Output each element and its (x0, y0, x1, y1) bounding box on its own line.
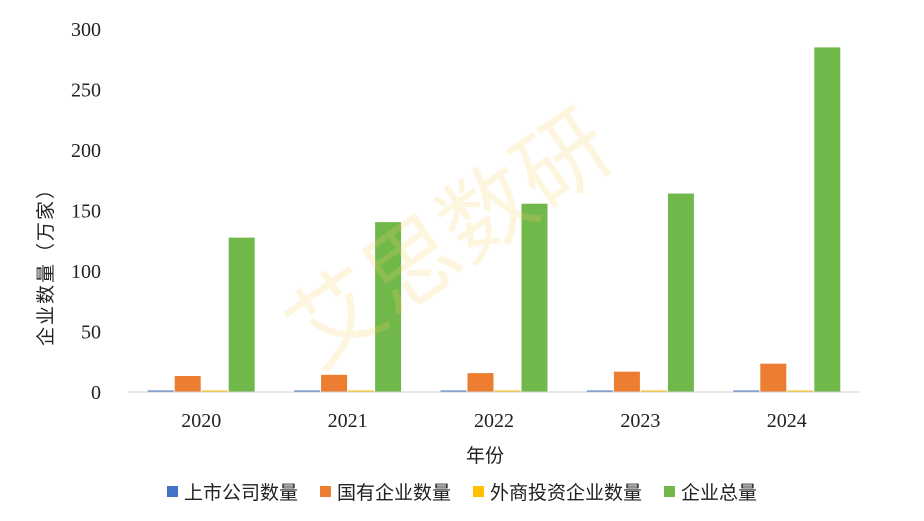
y-tick-label: 250 (71, 80, 101, 102)
bar-2-2023 (613, 371, 640, 392)
bar-1-2020 (147, 390, 174, 392)
y-tick-label: 100 (71, 261, 101, 283)
bar-2-2021 (321, 374, 348, 392)
x-tick-label: 2020 (181, 410, 221, 432)
legend-swatch-4 (664, 486, 676, 497)
bar-4-2023 (667, 193, 694, 392)
y-tick-label: 0 (91, 382, 101, 404)
bar-3-2023 (640, 390, 667, 392)
y-axis-title: 企业数量（万家） (35, 178, 57, 346)
legend-swatch-2 (319, 486, 331, 497)
bar-4-2022 (521, 203, 548, 392)
legend-swatch-1 (166, 486, 178, 497)
y-tick-label: 150 (71, 201, 101, 223)
bar-1-2021 (294, 390, 321, 392)
y-tick-label: 300 (71, 19, 101, 41)
bars-group (147, 47, 841, 392)
x-tick-labels: 2020 2021 2022 2023 2024 (181, 410, 807, 432)
y-tick-label: 50 (81, 322, 101, 344)
y-tick-labels: 0 50 100 150 200 250 300 (71, 19, 101, 404)
legend-label-1: 上市公司数量 (184, 482, 298, 504)
bar-3-2021 (348, 390, 375, 392)
legend-label-3: 外商投资企业数量 (490, 482, 642, 504)
legend-label-2: 国有企业数量 (337, 482, 451, 504)
legend: 上市公司数量 国有企业数量 外商投资企业数量 企业总量 (166, 482, 757, 504)
bar-1-2023 (586, 390, 613, 392)
y-tick-label: 200 (71, 140, 101, 162)
bar-2-2020 (174, 376, 201, 392)
bar-1-2022 (440, 390, 467, 392)
bar-4-2024 (814, 47, 841, 392)
x-axis-title: 年份 (466, 445, 504, 467)
x-tick-label: 2023 (620, 410, 660, 432)
x-tick-label: 2024 (767, 410, 807, 432)
bar-4-2021 (375, 222, 402, 392)
legend-label-4: 企业总量 (681, 482, 757, 504)
bar-3-2024 (787, 390, 814, 392)
bar-3-2022 (494, 390, 521, 392)
bar-2-2024 (760, 363, 787, 392)
legend-swatch-3 (473, 486, 484, 497)
watermark: 艾思数研 (269, 90, 632, 389)
x-tick-label: 2021 (328, 410, 368, 432)
bar-3-2020 (201, 390, 228, 392)
x-tick-label: 2022 (474, 410, 514, 432)
bar-4-2020 (228, 237, 255, 392)
bar-1-2024 (733, 390, 760, 392)
bar-2-2022 (467, 373, 494, 392)
